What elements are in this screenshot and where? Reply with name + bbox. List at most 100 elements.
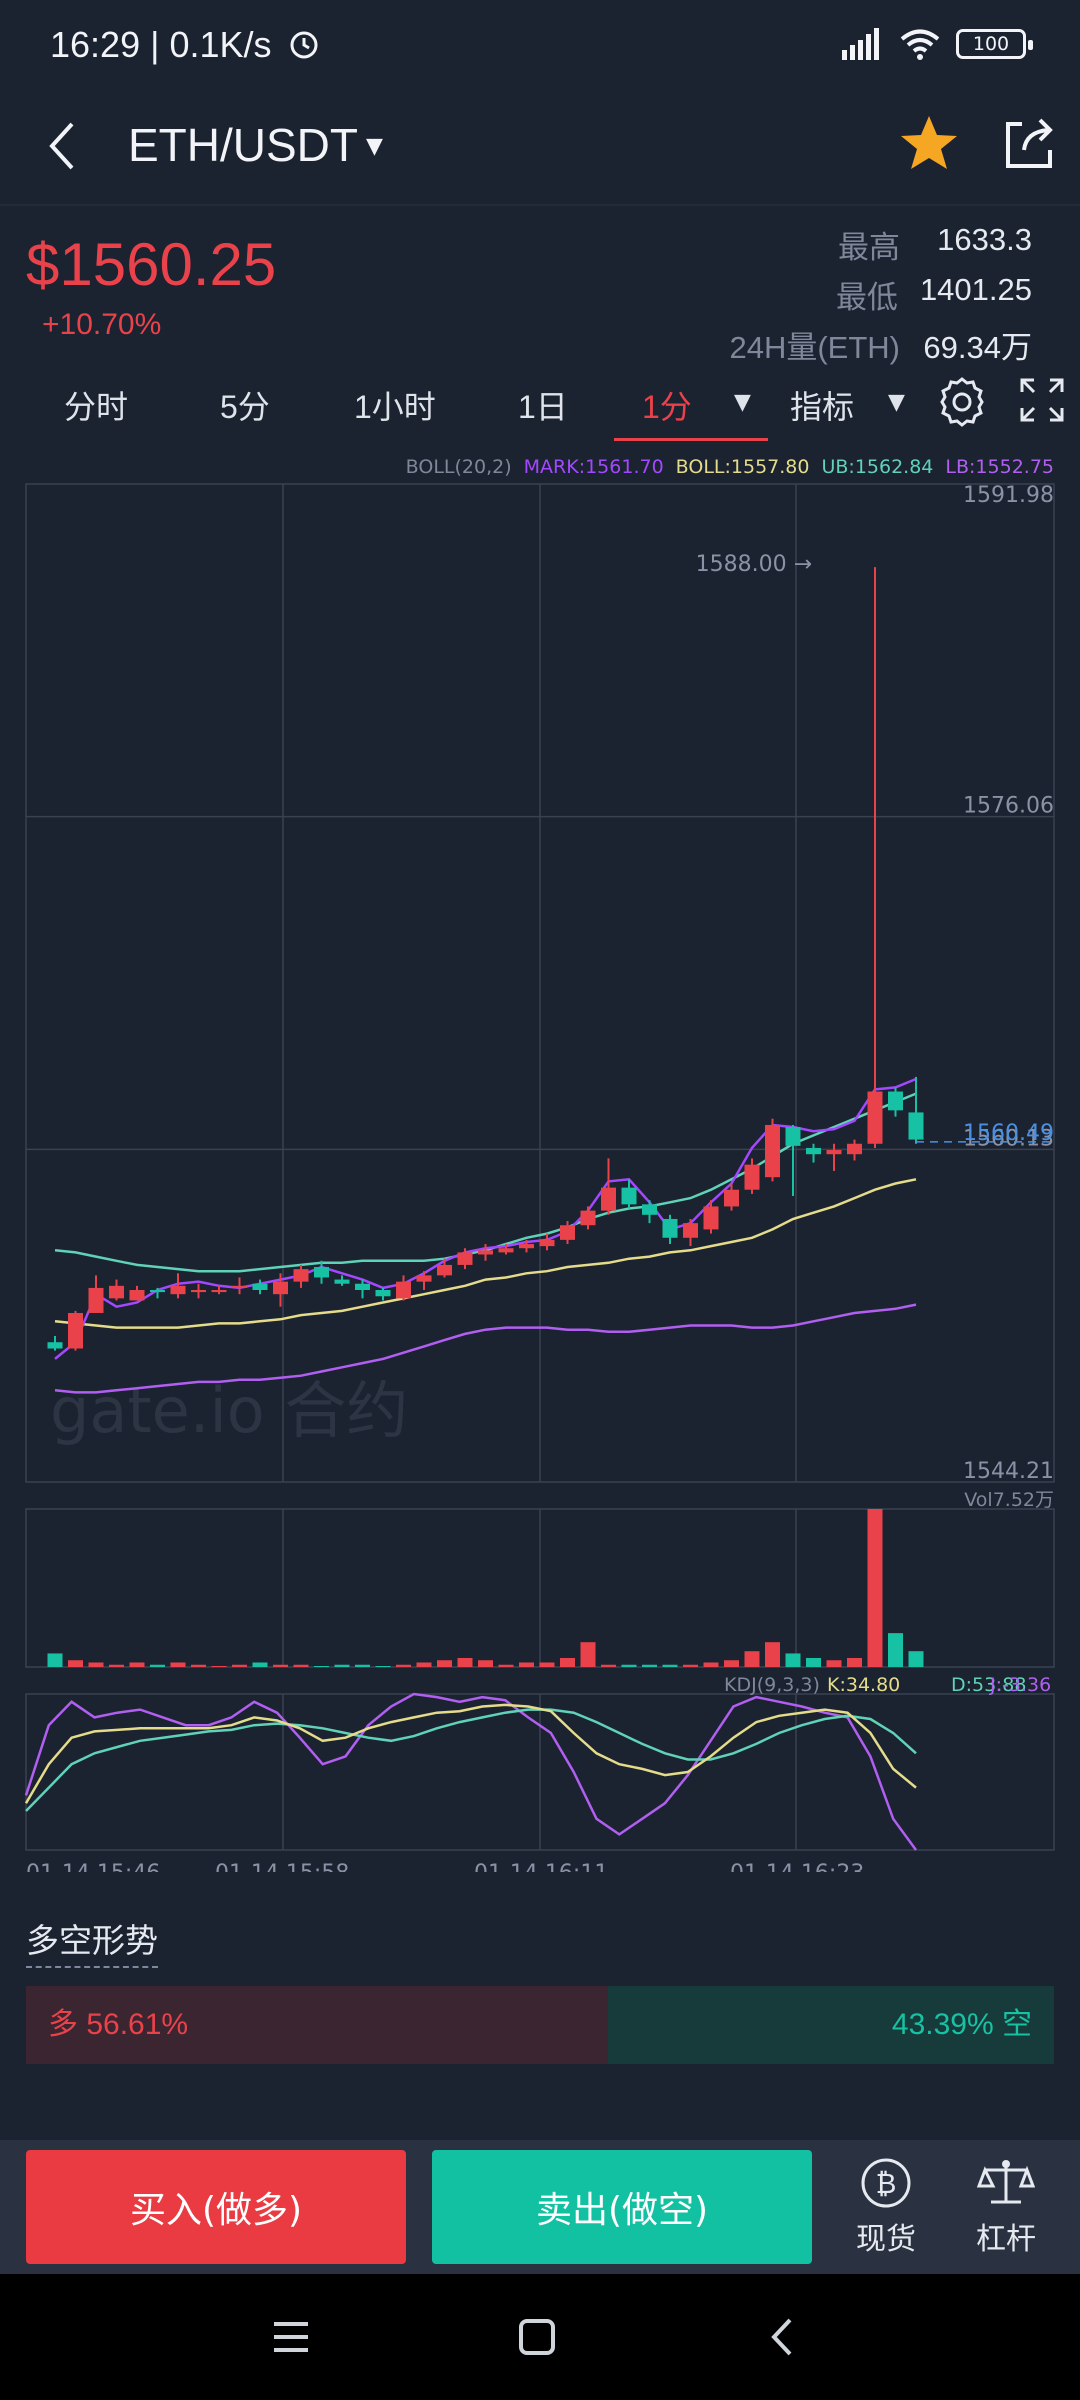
tab-5min[interactable]: 5分 — [220, 389, 270, 425]
volume-bar — [519, 1662, 534, 1667]
price-change: +10.70% — [42, 308, 162, 341]
candle-body — [806, 1147, 821, 1155]
high-stat: 最高 1633.3 — [838, 222, 1032, 267]
long-short-bar: 多 56.61% 43.39% 空 — [26, 1986, 1054, 2064]
candle-body — [437, 1264, 452, 1276]
back-icon[interactable] — [36, 116, 96, 176]
volume-bar — [888, 1633, 903, 1667]
tab-1min[interactable]: 1分 — [642, 389, 692, 425]
volume-bar — [396, 1664, 411, 1667]
current-price-label: 1560.49 — [963, 1121, 1054, 1146]
tab-1day[interactable]: 1日 — [518, 389, 568, 425]
volume-bar — [703, 1662, 719, 1667]
candle-body — [211, 1290, 227, 1293]
low-label: 最低 — [835, 280, 898, 315]
volume-label: 24H量(ETH) — [729, 330, 900, 365]
volume-bar — [621, 1664, 637, 1667]
candle-body — [375, 1290, 391, 1297]
candle-body — [232, 1285, 247, 1288]
candle-body — [334, 1279, 350, 1284]
volume-bar — [580, 1642, 596, 1667]
candle-body — [867, 1091, 883, 1144]
tab-timeshare[interactable]: 分时 — [64, 389, 129, 425]
short-ratio: 43.39% 空 — [607, 1986, 1054, 2064]
candle-body — [252, 1283, 268, 1291]
candle-body — [621, 1187, 637, 1205]
candle-body — [416, 1275, 432, 1282]
low-value: 1401.25 — [919, 272, 1032, 307]
status-icons: 100 — [838, 28, 1033, 60]
favorite-star-icon[interactable] — [896, 110, 962, 176]
share-icon[interactable] — [996, 110, 1062, 176]
candle-body — [826, 1150, 842, 1155]
caret-down-icon[interactable]: ▼ — [366, 134, 383, 159]
kdj-k-line — [24, 1703, 917, 1804]
volume-bar — [847, 1657, 862, 1667]
fullscreen-icon[interactable] — [1018, 376, 1066, 424]
long-short-title[interactable]: 多空形势 — [26, 1914, 158, 1968]
low-stat: 最低 1401.25 — [836, 272, 1032, 317]
kline-chart[interactable]: gate.io 合约 1591.98 1576.06 1560.13 1544.21 1… — [0, 472, 1080, 1872]
candle-body — [170, 1285, 186, 1295]
candle-body — [888, 1091, 903, 1111]
signal-icon — [842, 28, 879, 60]
spot-button[interactable]: ₿ 现货 — [838, 2156, 934, 2266]
volume-value: 69.34万 — [923, 330, 1032, 365]
volume-bar — [826, 1660, 842, 1667]
scale-icon — [977, 2160, 1035, 2204]
kdj-d-line — [25, 1708, 917, 1812]
candle-body — [560, 1225, 575, 1240]
volume-bar — [273, 1664, 288, 1667]
volume-bar — [191, 1664, 206, 1667]
home-icon[interactable] — [512, 2312, 562, 2362]
candle-body — [396, 1281, 411, 1299]
volume-stat: 24H量(ETH) 69.34万 — [729, 322, 1032, 367]
sell-short-button[interactable]: 卖出(做空) — [432, 2150, 812, 2264]
volume-bar — [416, 1662, 432, 1667]
bitcoin-icon: ₿ — [861, 2158, 911, 2208]
kdj-j-line — [24, 1692, 918, 1851]
volume-bar — [150, 1664, 165, 1667]
gear-icon[interactable] — [934, 374, 990, 430]
candle-body — [724, 1189, 739, 1207]
candle-body — [683, 1223, 698, 1238]
volume-bar — [765, 1642, 780, 1667]
candle-body — [785, 1127, 801, 1146]
candle-body — [580, 1210, 596, 1226]
mark-value: MARK:1561.70 — [523, 456, 664, 478]
kdj-params: KDJ(9,3,3) — [724, 1674, 820, 1696]
back-nav-icon[interactable] — [758, 2312, 808, 2362]
volume-bar — [252, 1662, 268, 1667]
tab-indicators[interactable]: 指标 — [790, 389, 855, 425]
time-axis-label: 01-14 16:11 — [474, 1861, 608, 1872]
status-time-speed: 16:29 | 0.1K/s — [50, 24, 322, 66]
buy-long-button[interactable]: 买入(做多) — [26, 2150, 406, 2264]
candle-body — [703, 1206, 719, 1230]
leverage-button[interactable]: 杠杆 — [958, 2156, 1054, 2266]
boll-lower-line — [54, 1303, 917, 1394]
lb-value: LB:1552.75 — [945, 456, 1054, 478]
volume-bar — [293, 1664, 309, 1667]
candle-body — [765, 1124, 780, 1178]
volume-bar — [355, 1664, 370, 1667]
watermark: gate.io 合约 — [50, 1374, 408, 1447]
candle-body — [129, 1290, 145, 1301]
spot-label: 现货 — [856, 2222, 916, 2257]
time-axis-label: 01-14 15:58 — [215, 1861, 349, 1872]
pair-selector[interactable]: ETH/USDT — [128, 119, 358, 171]
interval-caret-icon[interactable]: ▼ — [734, 390, 751, 415]
candle-body — [314, 1267, 329, 1278]
volume-bar — [375, 1666, 391, 1667]
tab-1hour[interactable]: 1小时 — [354, 389, 436, 425]
menu-icon[interactable] — [266, 2312, 316, 2362]
boll-legend: BOLL(20,2) MARK:1561.70 BOLL:1557.80 UB:… — [406, 456, 1054, 478]
kdj-legend: KDJ(9,3,3) K:34.80 D:53.88 J:-3.36 — [724, 1674, 1051, 1696]
indicators-caret-icon[interactable]: ▼ — [888, 390, 905, 415]
status-bar: 16:29 | 0.1K/s 100 — [0, 0, 1080, 96]
volume-bar — [47, 1653, 63, 1667]
volume-bar — [232, 1664, 247, 1667]
kdj-d: D:53.88 — [951, 1674, 1026, 1696]
candle-body — [47, 1342, 63, 1349]
boll-value: BOLL:1557.80 — [675, 456, 810, 478]
mark-price-line — [54, 1077, 917, 1360]
